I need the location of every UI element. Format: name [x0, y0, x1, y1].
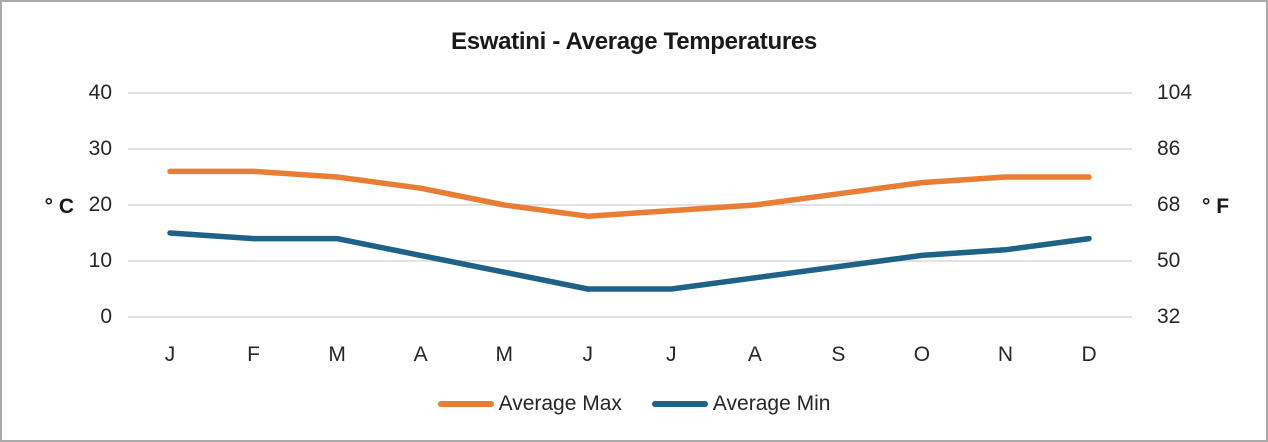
x-axis-month-label: M: [328, 343, 346, 366]
legend-swatch-average-min: [651, 401, 708, 407]
x-axis-month-label: F: [247, 343, 260, 366]
x-axis-month-label: A: [413, 343, 428, 366]
gridlines: [128, 92, 1132, 318]
x-axis-month-label: J: [164, 343, 176, 366]
x-axis-month-label: S: [831, 343, 846, 366]
legend: Average Max Average Min: [2, 392, 1266, 416]
x-axis-month-label: M: [495, 343, 513, 366]
y-axis-tick-celsius: 10: [88, 249, 112, 272]
y-axis-tick-celsius: 30: [88, 137, 112, 160]
y-axis-tick-fahrenheit: 104: [1157, 81, 1193, 104]
x-axis-month-label: N: [997, 343, 1014, 366]
average-min-line: [167, 230, 1092, 292]
chart-title: Eswatini - Average Temperatures: [451, 28, 817, 55]
legend-label-average-max: Average Max: [498, 392, 622, 415]
y-axis-tick-celsius: 40: [88, 81, 112, 104]
y-axis-tick-fahrenheit: 68: [1157, 193, 1181, 216]
fahrenheit-axis-label: ° F: [1202, 195, 1230, 218]
y-axis-tick-fahrenheit: 86: [1157, 137, 1181, 160]
x-axis-month-label: O: [913, 343, 931, 366]
x-axis-month-label: J: [666, 343, 677, 366]
y-axis-tick-fahrenheit: 32: [1157, 305, 1181, 328]
y-axis-tick-celsius: 20: [88, 193, 112, 216]
legend-item-average-min: Average Min: [651, 392, 831, 416]
x-axis-month-label: J: [582, 343, 594, 366]
legend-label-average-min: Average Min: [712, 392, 831, 415]
x-axis-month-label: A: [747, 343, 762, 366]
legend-swatch-average-max: [437, 401, 494, 407]
y-axis-tick-fahrenheit: 50: [1157, 249, 1181, 272]
y-axis-tick-celsius: 0: [100, 305, 112, 328]
celsius-axis-label: ° C: [44, 195, 74, 218]
legend-item-average-max: Average Max: [437, 392, 622, 416]
average-max-line: [167, 168, 1092, 219]
x-axis-month-label: D: [1081, 343, 1097, 366]
